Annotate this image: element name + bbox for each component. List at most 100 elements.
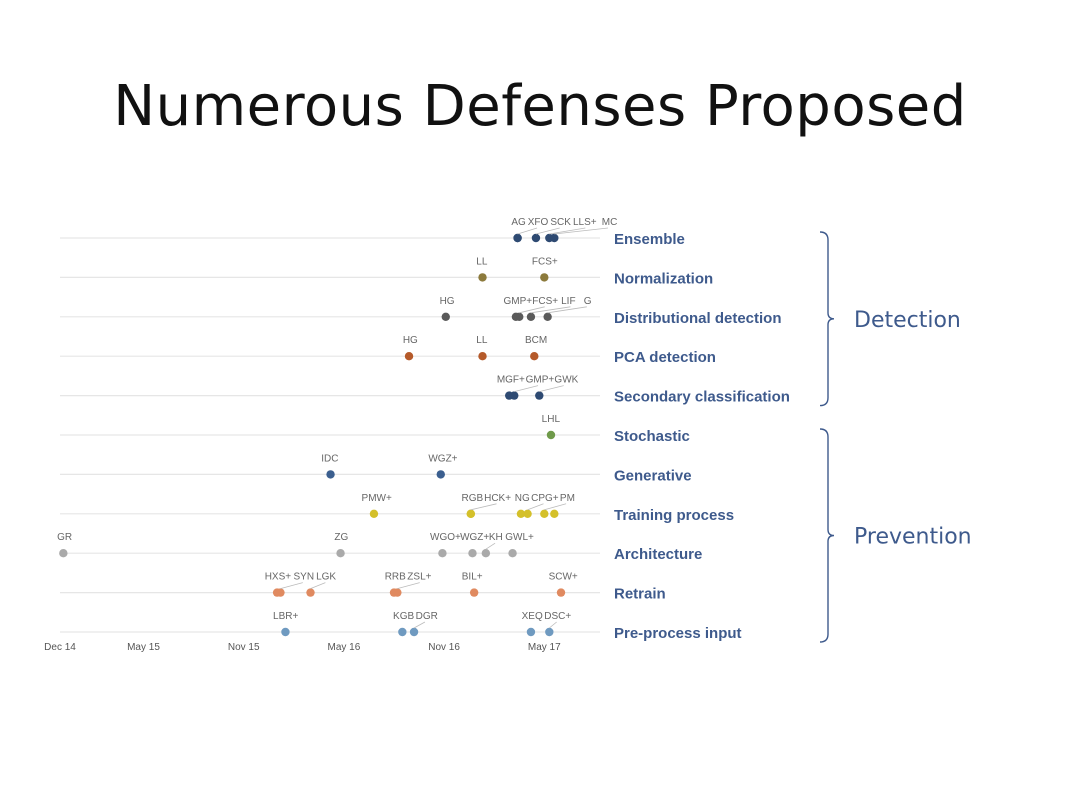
point-label: SYN [294,572,315,583]
point-label: LL [476,335,488,346]
point-label: XFO [528,217,549,228]
data-point [546,430,556,440]
data-point [478,273,487,282]
data-point [398,627,407,637]
data-point [531,233,541,243]
point-label: AG [511,217,526,228]
point-label: LHL [542,414,561,425]
row-label: Architecture [614,546,702,563]
slide-title: Numerous Defenses Proposed [113,74,967,139]
point-label: BIL+ [462,572,483,583]
label-leader-line [539,385,564,392]
label-leader-line [413,621,426,629]
group-label: Detection [854,308,961,333]
data-point [526,627,536,637]
data-point [530,352,539,361]
point-label: LL [476,256,488,267]
data-point [523,509,532,518]
label-leader-line [310,582,326,589]
label-leader-line [544,503,567,511]
point-label: KH [489,532,503,543]
label-leader-line [549,227,586,235]
point-label: GWK [554,375,578,386]
point-label: RGB [462,493,484,504]
data-point [326,470,335,479]
point-label: GMP+ [504,296,533,307]
row-label: Retrain [614,586,666,603]
data-point [540,509,549,518]
data-point [306,588,315,597]
x-tick-label: May 15 [127,642,160,653]
point-label: HXS+ [265,572,292,583]
data-point [556,588,566,597]
point-label: G [584,296,592,307]
data-point [276,588,285,597]
data-point [409,627,419,637]
label-leader-line [470,503,497,511]
label-leader-line [549,621,557,629]
label-leader-line [535,227,560,235]
data-point [468,549,477,558]
data-point [540,273,549,282]
point-label: SCK [550,217,571,228]
row-label: PCA detection [614,349,716,366]
point-label: DSC+ [544,611,571,622]
data-point [481,549,491,558]
data-point [515,312,524,321]
label-leader-line [547,306,587,314]
data-point [550,509,559,518]
data-point [469,588,479,597]
point-label: WGO+ [430,532,461,543]
point-label: LLS+ [573,217,597,228]
point-label: HG [440,296,455,307]
label-leader-line [554,227,609,235]
label-leader-line [514,385,539,392]
group-brace [819,231,835,407]
data-point [508,549,517,558]
data-point [526,312,536,321]
data-point [510,391,519,400]
point-label: GR [57,532,72,543]
row-label: Normalization [614,270,713,287]
point-label: LBR+ [273,611,298,622]
point-label: IDC [321,453,338,464]
point-label: WGZ+ [460,532,489,543]
data-point [281,627,290,637]
group-label: Prevention [854,525,972,550]
data-point [404,352,414,361]
data-point [516,509,526,518]
x-tick-label: May 16 [328,642,361,653]
point-label: GMP+ [526,375,555,386]
x-tick-label: Nov 15 [228,642,260,653]
data-point [543,312,552,321]
row-label: Stochastic [614,428,690,445]
point-label: LGK [316,572,336,583]
label-leader-line [527,503,544,511]
data-point [436,470,445,479]
data-point [545,627,554,637]
row-label: Training process [614,507,734,524]
point-label: LIF [561,296,575,307]
row-label: Secondary classification [614,389,790,406]
label-leader-line [280,582,303,589]
point-label: XEQ [522,611,543,622]
data-point [336,549,345,558]
x-tick-label: Nov 16 [428,642,460,653]
data-point [466,509,476,518]
point-label: GWL+ [505,532,534,543]
point-label: HG [403,335,418,346]
point-label: CPG+ [531,493,559,504]
point-label: PM [560,493,575,504]
data-point [369,509,379,518]
row-label: Ensemble [614,231,685,248]
label-leader-line [485,542,496,550]
row-label: Pre-process input [614,625,742,642]
point-label: ZG [334,532,348,543]
point-label: NG [515,493,530,504]
point-label: MC [602,217,618,228]
data-point [513,233,522,243]
group-brace [819,428,835,643]
label-leader-line [517,227,538,235]
data-point [441,312,450,321]
